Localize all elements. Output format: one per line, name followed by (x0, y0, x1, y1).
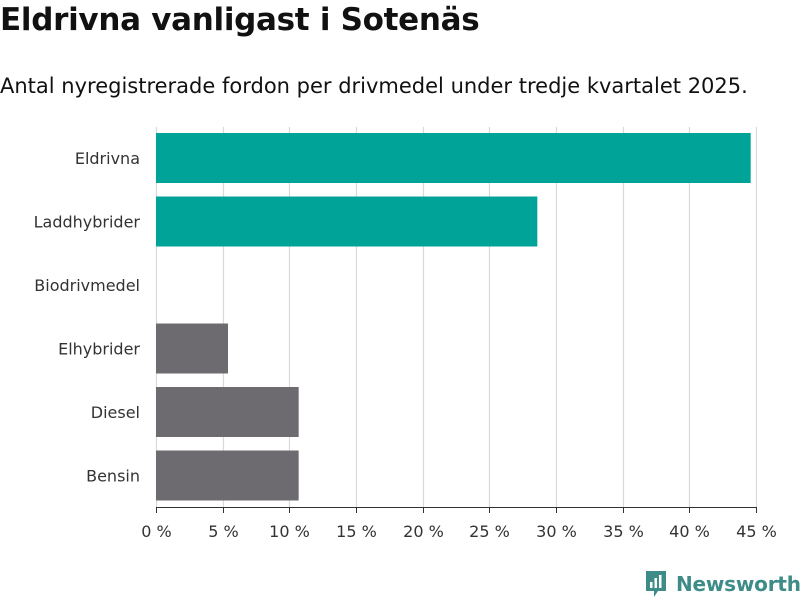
tick-label: 45 % (736, 522, 777, 541)
tick-label: 10 % (269, 522, 310, 541)
tick-label: 15 % (336, 522, 377, 541)
category-label: Biodrivmedel (34, 276, 140, 295)
brand-logo: Newsworthy (644, 568, 800, 600)
bar (156, 133, 751, 183)
brand-name: Newsworthy (676, 572, 800, 596)
category-label: Eldrivna (75, 149, 140, 168)
x-axis: 0 % 5 % 10 % 15 % 20 % 25 % 30 % 35 % 40 % 45 % (141, 507, 777, 541)
tick-label: 40 % (669, 522, 710, 541)
tick-label: 25 % (469, 522, 510, 541)
bar (156, 450, 299, 501)
grid-lines (155, 127, 758, 507)
bar (156, 196, 538, 247)
category-label: Bensin (86, 467, 140, 486)
category-labels: Eldrivna Laddhybrider Biodrivmedel Elhybrid… (34, 149, 141, 486)
bars (156, 133, 751, 501)
tick-label: 0 % (141, 522, 171, 541)
tick-label: 5 % (208, 522, 238, 541)
chart-title: Eldrivna vanligast i Sotenäs (0, 2, 480, 38)
bar (156, 323, 228, 374)
bar-chart: 0 % 5 % 10 % 15 % 20 % 25 % 30 % 35 % 40 % 45 % E… (34, 127, 777, 541)
newsworthy-logo-icon (646, 571, 666, 597)
bar (156, 387, 299, 437)
chart-subtitle: Antal nyregistrerade fordon per drivmede… (0, 74, 748, 98)
tick-label: 20 % (403, 522, 444, 541)
category-label: Diesel (91, 403, 140, 422)
tick-label: 30 % (536, 522, 577, 541)
category-label: Laddhybrider (34, 213, 141, 232)
tick-label: 35 % (603, 522, 644, 541)
category-label: Elhybrider (58, 340, 140, 359)
